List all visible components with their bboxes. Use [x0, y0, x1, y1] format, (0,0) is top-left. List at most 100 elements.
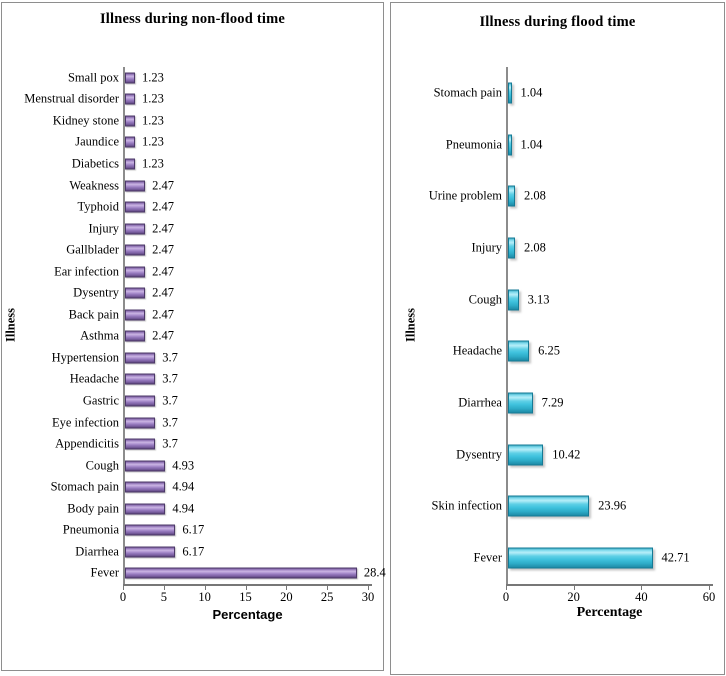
- x-axis-title: Percentage: [576, 605, 643, 620]
- bar: [508, 289, 519, 311]
- bar-row: Urine problem 2.08: [429, 170, 711, 222]
- x-tick: [123, 586, 124, 590]
- bar: [508, 185, 516, 207]
- value-label: 3.7: [162, 415, 178, 430]
- value-label: 2.47: [152, 264, 175, 279]
- value-label: 10.42: [552, 447, 581, 462]
- category-label: Headache: [69, 371, 119, 386]
- value-axis-line: [123, 584, 372, 586]
- bar: [125, 180, 146, 191]
- category-label: Cough: [85, 458, 119, 473]
- bar: [125, 395, 156, 407]
- value-label: 3.7: [162, 393, 178, 408]
- plot-area: Small pox 1.23 Menstrual disorder 1.23 Kidne…: [2, 3, 386, 670]
- x-tick-label: 20: [567, 590, 580, 604]
- bar: [508, 495, 590, 517]
- bar-row: Fever 42.71: [474, 532, 711, 584]
- bar-row: Ear infection 2.47: [54, 261, 370, 283]
- x-tick-label: 25: [320, 590, 334, 604]
- x-tick-label: 5: [160, 590, 167, 604]
- value-label: 28.4: [363, 565, 386, 580]
- category-label: Cough: [468, 292, 502, 307]
- category-label: Fever: [90, 565, 119, 580]
- bar-row: Diabetics 1.23: [72, 153, 370, 175]
- bar: [508, 392, 533, 414]
- bar: [125, 223, 146, 235]
- category-label: Injury: [471, 240, 502, 255]
- value-label: 1.23: [142, 113, 164, 128]
- value-label: 2.47: [152, 221, 175, 236]
- chart-title: Illness during flood time: [479, 14, 636, 30]
- category-label: Dysentry: [73, 285, 119, 300]
- category-label: Injury: [88, 221, 119, 236]
- bar-rows: Stomach pain 1.04 Pneumonia 1.04 Urine probl…: [429, 67, 711, 584]
- x-tick: [709, 586, 710, 590]
- value-label: 2.08: [524, 240, 546, 255]
- category-label: Skin infection: [431, 498, 502, 513]
- bar-row: Kidney stone 1.23: [53, 110, 370, 132]
- x-tick: [327, 586, 329, 590]
- category-label: Kidney stone: [52, 113, 119, 128]
- bar-row: Cough 3.13: [469, 274, 711, 326]
- category-label: Menstrual disorder: [24, 91, 119, 106]
- bar: [508, 82, 512, 104]
- bar-row: Hypertension 3.7: [52, 347, 370, 369]
- value-label: 1.23: [142, 134, 164, 149]
- bar-row: Diarrhea 6.17: [75, 541, 370, 563]
- bar: [125, 201, 146, 213]
- x-tick: [368, 586, 369, 590]
- bar-rows: Small pox 1.23 Menstrual disorder 1.23 Kidne…: [24, 67, 386, 584]
- x-tick-label: 15: [239, 590, 252, 604]
- chart-panel-nonflood: Illness during non-flood time Illness Sm…: [1, 2, 386, 671]
- category-label: Body pain: [67, 501, 119, 516]
- value-axis-line: [506, 584, 713, 586]
- bar-row: Stomach pain 4.94: [51, 476, 370, 498]
- plot-area: Stomach pain 1.04 Pneumonia 1.04 Urine probl…: [391, 3, 724, 674]
- bar-row: Menstrual disorder 1.23: [24, 89, 370, 111]
- x-tick: [573, 586, 575, 590]
- chart-panel-flood: Illness during flood time Illness Stomac…: [390, 2, 725, 675]
- value-label: 4.94: [172, 479, 195, 494]
- category-label: Dysentry: [456, 447, 502, 462]
- bar-row: Injury 2.08: [471, 222, 711, 274]
- value-label: 1.23: [142, 91, 164, 106]
- x-tick-label: 30: [361, 590, 375, 604]
- x-tick: [245, 586, 247, 590]
- bar: [125, 93, 136, 105]
- bar-row: Back pain 2.47: [69, 304, 370, 326]
- value-label: 7.29: [541, 395, 564, 410]
- bar-row: Weakness 2.47: [69, 175, 370, 197]
- bar: [125, 287, 146, 299]
- category-label: Urine problem: [428, 188, 502, 203]
- x-tick: [286, 586, 288, 590]
- bar-row: Typhoid 2.47: [78, 196, 370, 218]
- category-label: Diabetics: [71, 156, 119, 171]
- value-label: 6.17: [182, 522, 205, 537]
- value-label: 3.7: [162, 350, 178, 365]
- bar-row: Stomach pain 1.04: [434, 67, 711, 119]
- category-axis-line: [123, 67, 125, 584]
- value-label: 4.94: [172, 501, 195, 516]
- bar-row: Asthma 2.47: [80, 326, 370, 348]
- category-label: Diarrhea: [75, 544, 119, 559]
- bar-row: Gastric 3.7: [83, 390, 370, 412]
- x-tick-label: 10: [198, 590, 211, 604]
- value-label: 3.7: [162, 436, 178, 451]
- category-label: Small pox: [67, 70, 119, 85]
- bar-row: Body pain 4.94: [67, 498, 370, 520]
- bar-row: Injury 2.47: [88, 218, 370, 240]
- category-label: Weakness: [69, 178, 119, 192]
- category-label: Ear infection: [54, 264, 119, 279]
- x-tick: [506, 586, 507, 590]
- value-label: 1.04: [520, 137, 543, 152]
- x-axis-title: Percentage: [212, 607, 283, 622]
- bar: [125, 330, 146, 342]
- bar-row: Pneumonia 6.17: [63, 519, 370, 541]
- bar-row: Dysentry 2.47: [73, 282, 370, 304]
- category-label: Typhoid: [77, 199, 120, 214]
- bar-row: Diarrhea 7.29: [458, 377, 711, 429]
- value-label: 42.71: [661, 550, 690, 565]
- value-label: 1.04: [520, 85, 543, 100]
- bar: [508, 134, 512, 156]
